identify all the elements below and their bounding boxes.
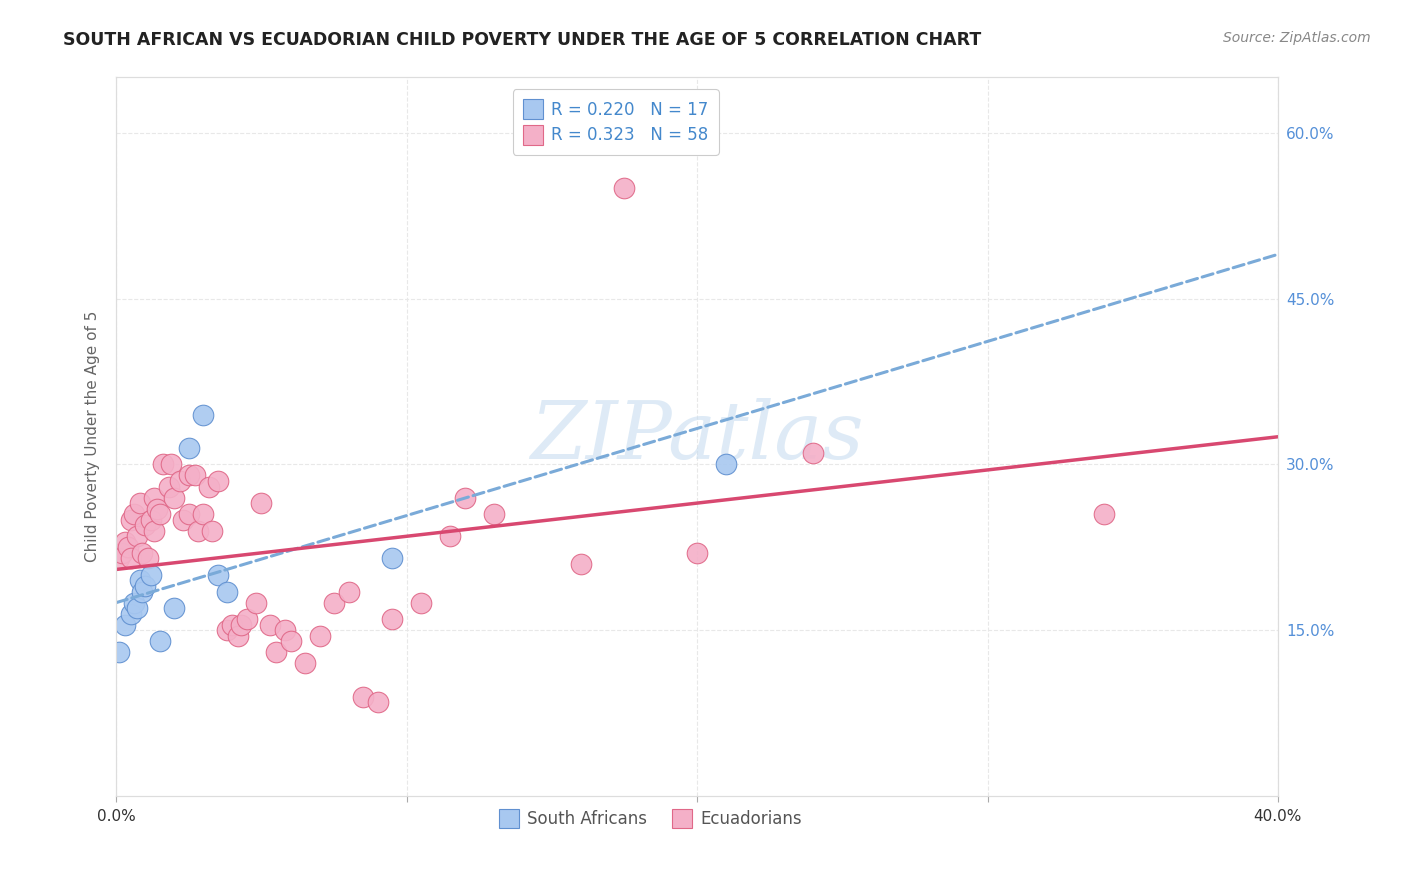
- Point: [294, 657, 316, 671]
- Point: [245, 596, 267, 610]
- Point: [114, 534, 136, 549]
- Point: [136, 551, 159, 566]
- Legend: South Africans, Ecuadorians: South Africans, Ecuadorians: [492, 802, 808, 835]
- Point: [183, 468, 205, 483]
- Y-axis label: Child Poverty Under the Age of 5: Child Poverty Under the Age of 5: [86, 311, 100, 563]
- Point: [411, 596, 433, 610]
- Point: [120, 551, 142, 566]
- Point: [163, 491, 186, 505]
- Point: [207, 568, 229, 582]
- Point: [352, 690, 374, 704]
- Point: [337, 584, 360, 599]
- Point: [801, 446, 824, 460]
- Point: [215, 624, 238, 638]
- Point: [482, 507, 505, 521]
- Point: [108, 645, 131, 659]
- Point: [280, 634, 302, 648]
- Point: [613, 181, 636, 195]
- Point: [120, 513, 142, 527]
- Point: [686, 546, 709, 560]
- Point: [569, 557, 592, 571]
- Point: [114, 617, 136, 632]
- Point: [221, 617, 243, 632]
- Point: [163, 601, 186, 615]
- Point: [131, 546, 153, 560]
- Point: [172, 513, 194, 527]
- Point: [367, 695, 389, 709]
- Point: [152, 458, 174, 472]
- Point: [157, 479, 180, 493]
- Point: [193, 507, 215, 521]
- Point: [149, 507, 172, 521]
- Point: [125, 529, 148, 543]
- Point: [146, 501, 169, 516]
- Point: [226, 629, 249, 643]
- Point: [125, 601, 148, 615]
- Point: [128, 574, 150, 588]
- Text: SOUTH AFRICAN VS ECUADORIAN CHILD POVERTY UNDER THE AGE OF 5 CORRELATION CHART: SOUTH AFRICAN VS ECUADORIAN CHILD POVERT…: [63, 31, 981, 49]
- Point: [714, 458, 737, 472]
- Point: [134, 518, 156, 533]
- Point: [231, 617, 253, 632]
- Point: [454, 491, 477, 505]
- Point: [236, 612, 259, 626]
- Point: [198, 479, 221, 493]
- Point: [111, 546, 134, 560]
- Point: [143, 524, 166, 538]
- Point: [108, 551, 131, 566]
- Point: [259, 617, 281, 632]
- Point: [117, 541, 139, 555]
- Point: [122, 596, 145, 610]
- Point: [160, 458, 183, 472]
- Point: [139, 513, 162, 527]
- Point: [381, 551, 404, 566]
- Point: [122, 507, 145, 521]
- Point: [131, 584, 153, 599]
- Point: [177, 507, 200, 521]
- Point: [323, 596, 346, 610]
- Point: [439, 529, 461, 543]
- Point: [193, 408, 215, 422]
- Point: [128, 496, 150, 510]
- Point: [201, 524, 224, 538]
- Point: [134, 579, 156, 593]
- Point: [1092, 507, 1115, 521]
- Point: [273, 624, 295, 638]
- Point: [207, 474, 229, 488]
- Point: [143, 491, 166, 505]
- Text: Source: ZipAtlas.com: Source: ZipAtlas.com: [1223, 31, 1371, 45]
- Point: [120, 607, 142, 621]
- Text: ZIPatlas: ZIPatlas: [530, 398, 863, 475]
- Point: [264, 645, 287, 659]
- Point: [177, 468, 200, 483]
- Point: [250, 496, 273, 510]
- Point: [381, 612, 404, 626]
- Point: [215, 584, 238, 599]
- Point: [139, 568, 162, 582]
- Point: [169, 474, 191, 488]
- Point: [149, 634, 172, 648]
- Point: [187, 524, 209, 538]
- Point: [308, 629, 330, 643]
- Point: [177, 441, 200, 455]
